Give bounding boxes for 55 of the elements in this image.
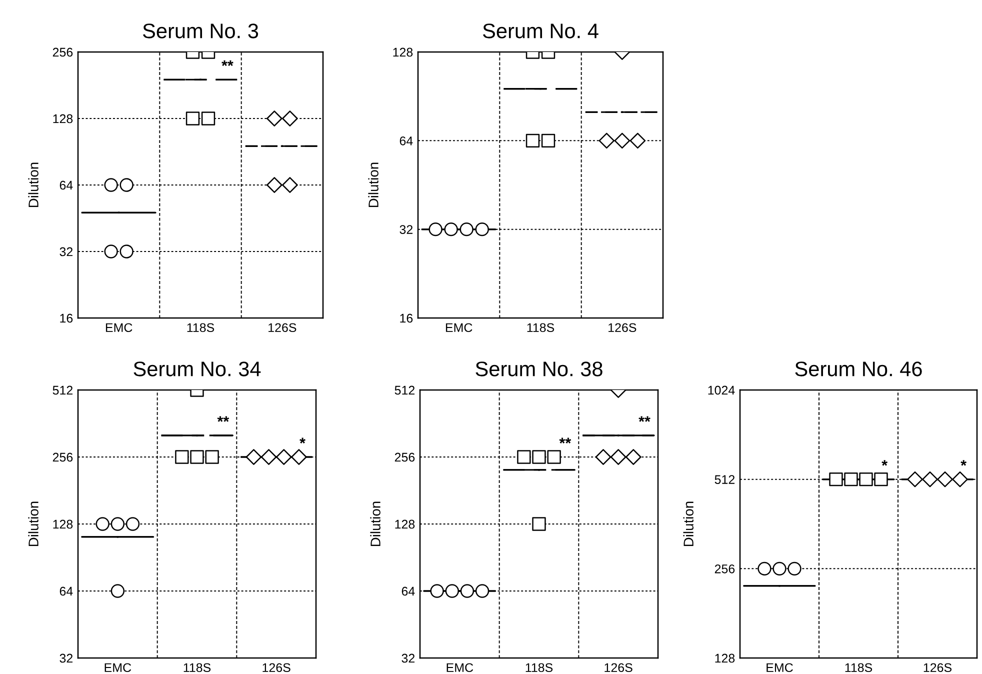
chart-title: Serum No. 4	[482, 24, 598, 38]
y-tick-label: 512	[394, 386, 415, 395]
annotation: *	[300, 438, 306, 444]
y-axis-title: Dilution	[683, 502, 694, 546]
x-tick-label: 126S	[262, 663, 290, 672]
y-tick-label: 256	[52, 452, 73, 462]
y-tick-label: 64	[400, 136, 413, 146]
y-tick-label: 128	[53, 114, 73, 124]
y-axis-title: Dilution	[28, 502, 38, 546]
y-tick-label: 32	[400, 225, 413, 234]
annotation: **	[638, 416, 650, 422]
y-axis-title: Dilution	[28, 162, 38, 208]
y-tick-label: 32	[60, 654, 73, 663]
y-tick-label: 32	[402, 654, 415, 663]
chart-title: Serum No. 46	[795, 362, 922, 376]
y-tick-label: 1024	[708, 386, 735, 395]
y-tick-label: 128	[53, 520, 73, 529]
y-tick-label: 64	[60, 180, 73, 190]
y-tick-label: 512	[52, 386, 73, 395]
y-tick-label: 16	[400, 314, 413, 323]
y-tick-label: 256	[714, 564, 735, 574]
y-tick-label: 128	[395, 520, 415, 529]
annotation: *	[960, 460, 967, 466]
x-tick-label: 126S	[924, 663, 952, 672]
x-tick-label: 126S	[268, 323, 296, 332]
x-tick-label: EMC	[446, 323, 472, 332]
x-tick-label: EMC	[106, 323, 132, 332]
y-tick-label: 256	[52, 48, 73, 57]
x-tick-label: EMC	[766, 663, 793, 672]
annotation: *	[882, 460, 888, 466]
x-tick-label: 118S	[527, 323, 554, 332]
y-tick-label: 64	[402, 586, 415, 596]
x-tick-label: 126S	[608, 323, 636, 332]
annotation: **	[217, 416, 230, 422]
x-tick-label: 118S	[184, 663, 211, 672]
x-tick-label: EMC	[446, 663, 474, 672]
y-tick-label: 128	[393, 48, 413, 57]
annotation: **	[222, 60, 234, 66]
x-tick-label: 118S	[187, 323, 214, 332]
chart-title: Serum No. 34	[134, 362, 261, 376]
y-tick-label: 32	[60, 247, 73, 256]
annotation: **	[559, 438, 572, 444]
y-tick-label: 64	[60, 586, 73, 596]
y-axis-title: Dilution	[370, 502, 380, 546]
chart-title: Serum No. 3	[142, 24, 258, 38]
y-axis-title: Dilution	[368, 162, 378, 208]
y-tick-label: 256	[394, 452, 415, 462]
x-tick-label: 118S	[845, 663, 872, 672]
y-tick-label: 128	[715, 654, 735, 663]
y-tick-label: 16	[60, 314, 73, 323]
x-tick-label: EMC	[104, 663, 132, 672]
x-tick-label: 126S	[604, 663, 632, 672]
x-tick-label: 118S	[526, 663, 553, 672]
chart-title: Serum No. 38	[476, 362, 602, 376]
y-tick-label: 512	[714, 475, 735, 484]
